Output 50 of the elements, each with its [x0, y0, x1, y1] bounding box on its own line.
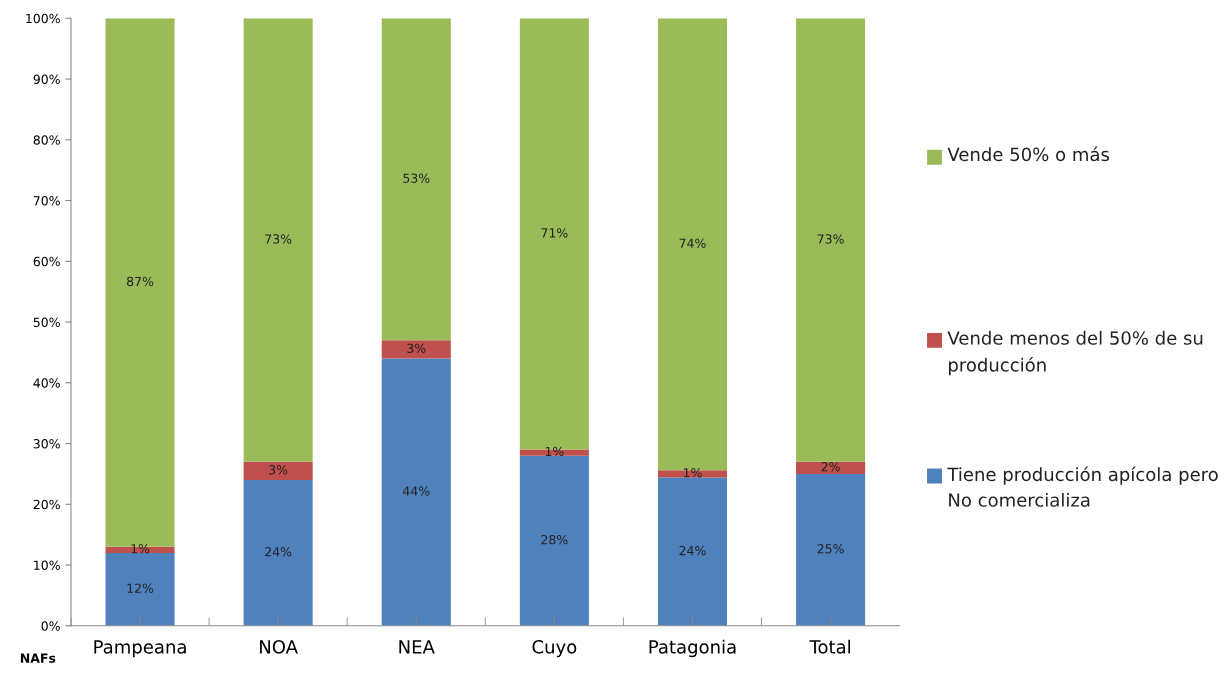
data-label: 1%: [683, 468, 702, 478]
data-label: 73%: [265, 234, 292, 244]
data-label: 24%: [265, 547, 292, 557]
bar: [381, 340, 451, 359]
x-tick-label: NOA: [260, 640, 298, 654]
bar: [519, 455, 589, 626]
data-label: 71%: [541, 228, 568, 238]
y-tick-label: 90%: [33, 74, 60, 84]
data-label: 24%: [679, 545, 706, 556]
y-tick-label: 70%: [33, 196, 60, 206]
data-label: 53%: [403, 173, 430, 183]
y-tick-label: 0%: [41, 621, 60, 631]
legend-label: Vende menos del 50% de su producción: [947, 330, 1203, 376]
y-tick-label: 20%: [33, 499, 60, 510]
bar: [381, 18, 451, 341]
y-tick-label: 40%: [33, 378, 60, 388]
data-label: 3%: [407, 343, 426, 354]
x-tick-label: Pampeana: [94, 640, 186, 658]
x-axis-title: NAFs: [20, 653, 56, 663]
data-label: 25%: [817, 544, 844, 554]
x-tick-label: NEA: [399, 640, 435, 654]
bar: [657, 477, 727, 626]
bar: [243, 461, 313, 480]
x-tick-label: Cuyo: [532, 640, 577, 658]
bar: [243, 18, 313, 462]
data-label: 74%: [679, 238, 706, 248]
bar: [796, 18, 866, 462]
y-tick-label: 50%: [33, 317, 60, 327]
y-tick-label: 60%: [33, 256, 60, 267]
bar: [796, 473, 866, 626]
data-label: 44%: [402, 486, 430, 496]
y-tick-label: 80%: [33, 135, 60, 145]
bar: [381, 358, 451, 626]
y-tick-label: 30%: [33, 439, 60, 449]
data-label: 2%: [821, 462, 840, 472]
bar: [796, 461, 866, 474]
data-label: 28%: [541, 534, 568, 545]
bar: [657, 470, 727, 478]
bar: [105, 552, 175, 626]
legend-label: Tiene producción apícola pero No comercializa: [947, 466, 1218, 507]
data-label: 12%: [127, 583, 154, 593]
data-label: 73%: [817, 234, 844, 244]
bar: [243, 480, 313, 626]
x-tick-label: Patagonia: [649, 639, 736, 658]
data-label: 3%: [269, 465, 288, 475]
y-tick-label: 100%: [26, 13, 60, 24]
data-label: 87%: [127, 276, 154, 287]
x-tick-label: Total: [809, 639, 850, 654]
legend-label: Vende 50% o más: [947, 146, 1110, 162]
y-tick-label: 10%: [34, 560, 60, 570]
